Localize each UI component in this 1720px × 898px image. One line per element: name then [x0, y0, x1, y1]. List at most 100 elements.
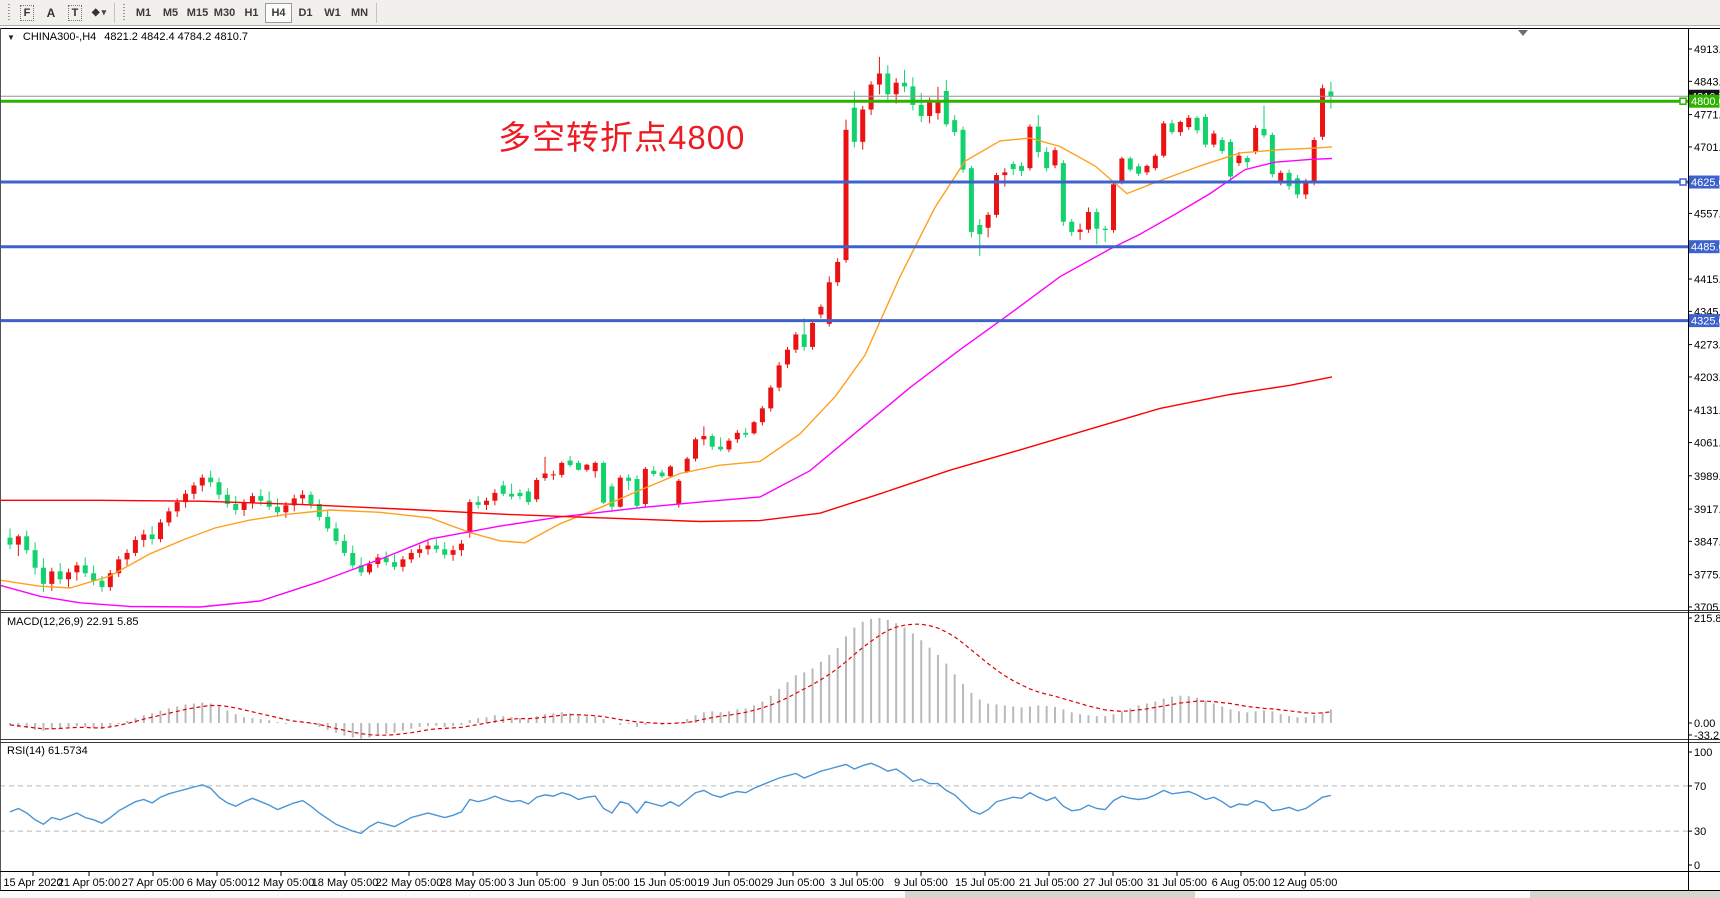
svg-text:27 Apr 05:00: 27 Apr 05:00: [122, 877, 184, 889]
macd-label: MACD(12,26,9) 22.91 5.85: [7, 616, 139, 628]
macd-values: 22.91 5.85: [86, 616, 139, 628]
text-tool-button[interactable]: A: [39, 3, 63, 23]
svg-text:9 Jun 05:00: 9 Jun 05:00: [572, 877, 630, 889]
chevron-down-icon: ▾: [101, 7, 107, 17]
scrollbar-corner: [1530, 891, 1720, 898]
macd-signal-line: [9, 623, 1331, 736]
svg-text:3775.0: 3775.0: [1694, 570, 1720, 582]
svg-text:4800.0: 4800.0: [1691, 96, 1720, 108]
svg-text:3 Jul 05:00: 3 Jul 05:00: [830, 877, 884, 889]
svg-text:29 Jun 05:00: 29 Jun 05:00: [761, 877, 825, 889]
svg-text:4701.0: 4701.0: [1694, 142, 1720, 154]
hline-4800-handle[interactable]: [1679, 97, 1687, 105]
svg-text:18 May 05:00: 18 May 05:00: [312, 877, 379, 889]
svg-text:4913.0: 4913.0: [1694, 44, 1720, 56]
timeframe-button-H4[interactable]: H4: [265, 2, 292, 23]
toolbar: F A T ◆ ▾ M1 M5 M15 M30 H1 H4 D1 W1 MN: [0, 0, 1720, 26]
svg-text:21 Apr 05:00: 21 Apr 05:00: [58, 877, 120, 889]
ma-orange: [0, 137, 1333, 589]
timeframe-button-M30[interactable]: M30: [213, 6, 236, 19]
ma-red: [0, 376, 1333, 523]
main-pane[interactable]: [0, 56, 1688, 608]
svg-text:-33.2: -33.2: [1694, 730, 1719, 742]
svg-text:30: 30: [1694, 826, 1706, 838]
svg-text:215.81: 215.81: [1694, 613, 1720, 625]
svg-text:22 May 05:00: 22 May 05:00: [376, 877, 443, 889]
svg-text:4203.0: 4203.0: [1694, 372, 1720, 384]
svg-text:9 Jul 05:00: 9 Jul 05:00: [894, 877, 948, 889]
svg-text:4061.0: 4061.0: [1694, 438, 1720, 450]
svg-text:3847.0: 3847.0: [1694, 536, 1720, 548]
horizontal-scrollbar: [0, 891, 1720, 898]
price-badge-4625.0: [1688, 175, 1720, 189]
svg-text:28 May 05:00: 28 May 05:00: [440, 877, 507, 889]
svg-text:4771.0: 4771.0: [1694, 110, 1720, 122]
price-axis: 4913.04843.04771.04701.04557.04415.04345…: [1688, 44, 1720, 872]
svg-text:12 Aug 05:00: 12 Aug 05:00: [1273, 877, 1338, 889]
annotation-text: 多空转折点4800: [498, 119, 746, 156]
toolbar-separator-2: [376, 2, 377, 23]
chart-title: ▼ CHINA300-,H4 4821.2 4842.4 4784.2 4810…: [7, 31, 248, 43]
symbol-dropdown-icon[interactable]: ▼: [7, 32, 15, 42]
price-badge-4800.0: [1688, 94, 1720, 108]
rsi-label: RSI(14) 61.5734: [7, 745, 88, 757]
price-badge-4485.0: [1688, 240, 1720, 254]
chart-shift-marker[interactable]: [1518, 30, 1528, 36]
text-label-icon: T: [67, 4, 83, 21]
svg-text:4325.0: 4325.0: [1691, 316, 1720, 328]
symbol-timeframe-label: CHINA300-,H4: [22, 31, 97, 43]
price-badge-4325.0: [1688, 314, 1720, 328]
timeframe-button-D1[interactable]: D1: [298, 6, 313, 19]
svg-text:19 Jun 05:00: 19 Jun 05:00: [697, 877, 761, 889]
svg-text:4557.0: 4557.0: [1694, 208, 1720, 220]
svg-text:15 Jun 05:00: 15 Jun 05:00: [633, 877, 697, 889]
timeframe-grip[interactable]: [121, 3, 127, 22]
timeframe-button-W1[interactable]: W1: [324, 6, 341, 19]
timeframe-button-M1[interactable]: M1: [135, 6, 152, 19]
svg-text:4843.0: 4843.0: [1694, 76, 1720, 88]
rsi-value: 61.5734: [47, 745, 88, 757]
arrows-tool-button[interactable]: ◆ ▾: [87, 3, 111, 23]
svg-text:3 Jun 05:00: 3 Jun 05:00: [508, 877, 566, 889]
svg-text:0.00: 0.00: [1694, 718, 1715, 730]
svg-text:12 May 05:00: 12 May 05:00: [248, 877, 315, 889]
toolbar-grip[interactable]: [6, 3, 12, 22]
svg-text:0: 0: [1694, 860, 1700, 872]
rsi-line: [9, 762, 1332, 835]
svg-text:4485.0: 4485.0: [1691, 242, 1720, 254]
svg-text:4625.0: 4625.0: [1691, 177, 1720, 189]
fibonacci-tool-button[interactable]: F: [15, 3, 39, 23]
timeframe-button-M15[interactable]: M15: [186, 6, 209, 19]
scrollbar-thumb[interactable]: [905, 891, 1195, 898]
timeframe-button-M5[interactable]: M5: [162, 6, 179, 19]
svg-text:70: 70: [1694, 781, 1706, 793]
text-label-tool-button[interactable]: T: [63, 3, 87, 23]
timeframe-button-MN[interactable]: MN: [350, 6, 369, 19]
svg-text:4131.0: 4131.0: [1694, 405, 1720, 417]
svg-text:27 Jul 05:00: 27 Jul 05:00: [1083, 877, 1143, 889]
timeframe-button-H1[interactable]: H1: [244, 6, 259, 19]
rsi-pane[interactable]: [0, 762, 1688, 835]
svg-text:100: 100: [1694, 747, 1712, 759]
timeframe-group: M1 M5 M15 M30 H1 H4 D1 W1 MN: [130, 2, 373, 23]
fibonacci-icon: F: [19, 4, 35, 21]
svg-text:4273.0: 4273.0: [1694, 340, 1720, 352]
svg-text:6 May 05:00: 6 May 05:00: [187, 877, 248, 889]
svg-text:21 Jul 05:00: 21 Jul 05:00: [1019, 877, 1079, 889]
hline-4625-handle[interactable]: [1679, 178, 1687, 186]
ohlc-values: 4821.2 4842.4 4784.2 4810.7: [104, 31, 249, 43]
svg-text:6 Aug 05:00: 6 Aug 05:00: [1212, 877, 1271, 889]
svg-text:4415.0: 4415.0: [1694, 274, 1720, 286]
toolbar-separator: [114, 2, 115, 23]
svg-text:15 Jul 05:00: 15 Jul 05:00: [955, 877, 1015, 889]
svg-text:3917.0: 3917.0: [1694, 504, 1720, 516]
svg-text:15 Apr 2020: 15 Apr 2020: [3, 877, 62, 889]
svg-text:31 Jul 05:00: 31 Jul 05:00: [1147, 877, 1207, 889]
svg-text:3989.0: 3989.0: [1694, 471, 1720, 483]
macd-pane[interactable]: [9, 617, 1332, 739]
arrows-icon: ◆: [91, 7, 100, 18]
text-icon: A: [46, 5, 56, 20]
